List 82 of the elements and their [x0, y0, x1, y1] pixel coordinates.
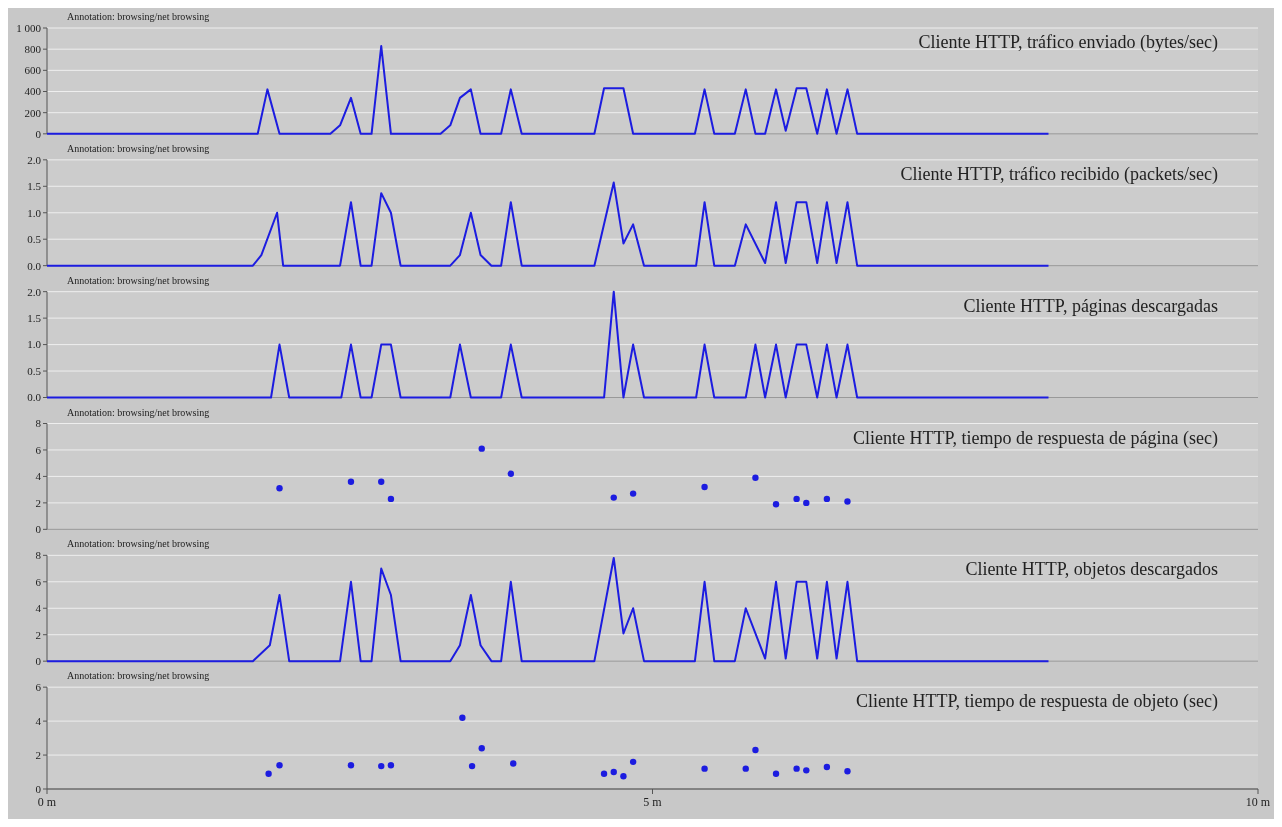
point — [742, 765, 749, 772]
y-tick-label: 600 — [24, 64, 42, 77]
y-tick-label: 2.0 — [27, 153, 42, 166]
x-tick-label: 0 m — [37, 795, 57, 809]
text: Annotation: browsing/net browsing — [67, 274, 210, 286]
point — [823, 763, 831, 771]
chart-title: Cliente HTTP, tráfico enviado (bytes/sec) — [918, 32, 1218, 53]
point — [803, 499, 810, 507]
point — [610, 494, 617, 501]
y-tick-label: 6 — [35, 443, 42, 456]
point — [507, 470, 515, 477]
y-tick-label: 4 — [35, 470, 42, 483]
point — [387, 495, 395, 503]
chart-title: Cliente HTTP, tráfico recibido (packets/sec) — [900, 163, 1218, 185]
y-tick-label: 4 — [35, 602, 42, 615]
point — [478, 745, 485, 752]
point — [701, 483, 708, 491]
y-tick-label: 0 — [35, 655, 42, 668]
point — [468, 762, 476, 770]
point — [772, 501, 780, 508]
y-tick-label: 0 — [35, 782, 42, 795]
point — [600, 770, 608, 777]
point — [459, 714, 466, 721]
y-tick-label: 0.5 — [27, 233, 42, 246]
point — [610, 768, 617, 776]
point — [510, 760, 517, 767]
text: Annotation: browsing/net browsing — [67, 11, 210, 22]
point — [793, 495, 800, 503]
line-series — [46, 181, 1050, 267]
y-tick-label: 1.0 — [27, 338, 42, 351]
y-tick-label: 2 — [35, 628, 41, 641]
point — [387, 762, 395, 769]
y-tick-label: 0 — [35, 127, 42, 140]
point — [347, 478, 355, 485]
point — [752, 474, 759, 481]
point — [620, 773, 627, 780]
y-tick-label: 0.5 — [27, 364, 42, 377]
point — [478, 445, 485, 452]
y-tick-label: 800 — [24, 43, 42, 56]
point — [378, 762, 385, 770]
y-tick-label: 6 — [35, 681, 42, 694]
chart-title: Cliente HTTP, páginas descargadas — [963, 295, 1218, 316]
point — [276, 485, 283, 492]
text: Annotation: browsing/net browsing — [67, 670, 210, 682]
y-tick-label: 2 — [35, 496, 41, 509]
y-tick-label: 1 000 — [16, 21, 42, 34]
y-tick-label: 0.0 — [27, 391, 42, 404]
y-tick-label: 0 — [35, 523, 42, 536]
chart-title: Cliente HTTP, tiempo de respuesta de objeto (sec) — [856, 691, 1218, 713]
point — [347, 762, 355, 769]
y-tick-label: 400 — [24, 85, 42, 98]
y-tick-label: 8 — [35, 549, 42, 562]
y-tick-label: 200 — [24, 106, 42, 119]
y-tick-label: 4 — [35, 714, 42, 727]
chart-title: Cliente HTTP, objetos descargados — [965, 559, 1218, 580]
y-tick-label: 1.5 — [27, 180, 42, 193]
y-tick-label: 2.0 — [27, 285, 42, 298]
y-tick-label: 1.5 — [27, 311, 42, 324]
point — [629, 758, 637, 766]
x-tick-label: 5 m — [643, 795, 663, 809]
y-tick-label: 8 — [35, 417, 42, 430]
point — [772, 770, 780, 777]
x-tick-label: 10 m — [1245, 795, 1271, 809]
point — [265, 770, 272, 777]
point — [844, 767, 851, 775]
chart-title: Cliente HTTP, tiempo de respuesta de página (sec) — [853, 427, 1218, 449]
point — [276, 762, 283, 769]
point — [793, 765, 800, 772]
y-tick-label: 1.0 — [27, 206, 42, 219]
point — [823, 495, 831, 503]
y-tick-label: 2 — [35, 748, 41, 761]
y-tick-label: 6 — [35, 575, 42, 588]
point — [629, 490, 637, 497]
point — [752, 746, 759, 754]
y-tick-label: 0.0 — [27, 259, 42, 272]
text: Annotation: browsing/net browsing — [67, 406, 210, 418]
point — [701, 765, 708, 772]
point — [378, 478, 385, 485]
text: Annotation: browsing/net browsing — [67, 142, 210, 154]
point — [844, 498, 851, 505]
text: Annotation: browsing/net browsing — [67, 538, 210, 550]
point — [803, 767, 810, 774]
